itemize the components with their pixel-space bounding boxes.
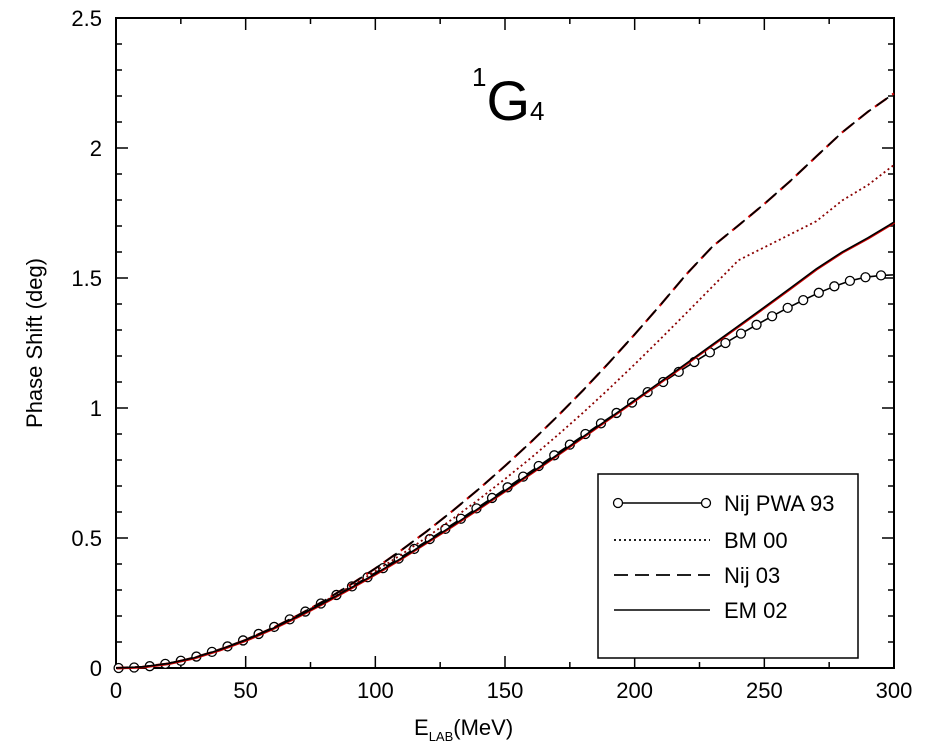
- x-axis-label-main: E: [414, 715, 429, 740]
- legend-label-em-02: EM 02: [724, 598, 788, 623]
- x-tick-label: 0: [110, 678, 122, 703]
- y-tick-label: 0.5: [71, 526, 102, 551]
- series-nij-pwa-93-point: [860, 272, 871, 283]
- y-tick-label: 2: [90, 136, 102, 161]
- series-layer: [113, 92, 896, 674]
- x-tick-label: 100: [357, 678, 394, 703]
- legend: Nij PWA 93 BM 00 Nij 03 EM 02: [597, 473, 859, 659]
- y-tick-label: 1: [90, 396, 102, 421]
- x-tick-label: 300: [876, 678, 913, 703]
- series-nij-pwa-93-point: [875, 270, 887, 281]
- y-tick-label: 2.5: [71, 6, 102, 31]
- series-nij-pwa-93-point: [798, 294, 809, 306]
- series-nij-pwa-93-point: [782, 302, 793, 314]
- chart-title-subscript: 4: [530, 96, 544, 126]
- series-nij-pwa-93-point: [720, 337, 731, 349]
- series-nij-pwa-93-point: [751, 319, 762, 330]
- x-tick-label: 250: [746, 678, 783, 703]
- legend-box: [597, 473, 859, 659]
- series-em-02-red-line: [116, 222, 896, 670]
- x-axis-label-units: (MeV): [453, 715, 513, 740]
- x-tick-label: 150: [487, 678, 524, 703]
- chart-title: 1G4: [472, 62, 545, 132]
- series-nij-pwa-93-point: [813, 287, 824, 298]
- x-tick-label: 200: [616, 678, 653, 703]
- series-nij-pwa-93-point: [735, 328, 747, 339]
- x-axis-label: ELAB(MeV): [414, 715, 513, 744]
- series-nij-pwa-93-point: [844, 275, 856, 287]
- legend-marker-nij-pwa-93: [612, 497, 624, 509]
- y-tick-label: 1.5: [71, 266, 102, 291]
- series-em-02-line: [115, 221, 895, 669]
- legend-label-nij-pwa-93: Nij PWA 93: [724, 491, 834, 516]
- legend-label-bm-00: BM 00: [724, 528, 788, 553]
- x-axis-label-subscript: LAB: [429, 729, 454, 744]
- y-tick-label: 0: [90, 656, 102, 681]
- series-nij-pwa-93-point: [829, 281, 840, 292]
- legend-marker-nij-pwa-93: [700, 497, 712, 509]
- chart-title-main: G: [486, 69, 530, 132]
- y-axis-label: Phase Shift (deg): [22, 258, 47, 428]
- x-tick-label: 50: [233, 678, 257, 703]
- legend-label-nij-03: Nij 03: [724, 563, 780, 588]
- chart-title-superscript: 1: [472, 62, 486, 92]
- series-nij-pwa-93-point: [766, 311, 778, 322]
- axes: 0 50 100 150 200 250 300 0 0.5 1 1.5 2 2.5: [71, 6, 912, 703]
